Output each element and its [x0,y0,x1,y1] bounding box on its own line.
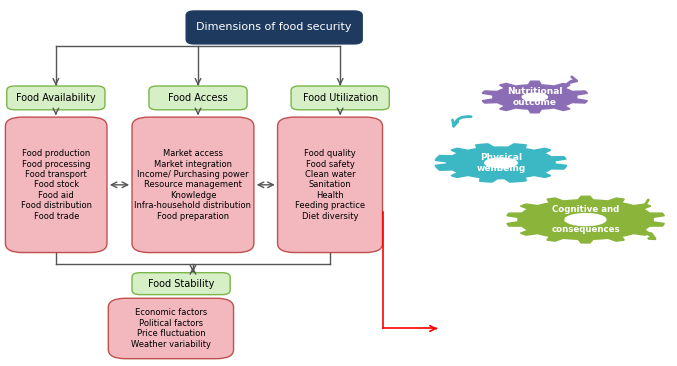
Text: Dimensions of food security: Dimensions of food security [196,22,352,33]
Text: Nutritional
outcome: Nutritional outcome [507,87,563,107]
Text: Food Stability: Food Stability [148,279,215,289]
Text: Food Utilization: Food Utilization [303,93,378,103]
FancyBboxPatch shape [108,298,234,359]
Text: Food Availability: Food Availability [16,93,95,103]
FancyBboxPatch shape [186,11,362,44]
Text: Food Access: Food Access [168,93,228,103]
Polygon shape [507,196,664,243]
FancyBboxPatch shape [278,117,383,253]
Polygon shape [435,144,567,182]
Text: Food quality
Food safety
Clean water
Sanitation
Health
Feeding practice
Diet div: Food quality Food safety Clean water San… [295,149,365,221]
FancyBboxPatch shape [5,117,107,253]
Text: Economic factors
Political factors
Price fluctuation
Weather variability: Economic factors Political factors Price… [131,309,211,348]
Text: Physical
wellbeing: Physical wellbeing [477,153,525,173]
Polygon shape [485,158,517,168]
FancyBboxPatch shape [132,117,254,253]
Text: Market access
Market integration
Income/ Purchasing power
Resource management
Kn: Market access Market integration Income/… [135,149,251,221]
Polygon shape [482,81,588,113]
Text: Food production
Food processing
Food transport
Food stock
Food aid
Food distribu: Food production Food processing Food tra… [21,149,91,221]
Polygon shape [522,93,548,101]
FancyBboxPatch shape [291,86,389,110]
FancyBboxPatch shape [7,86,105,110]
FancyBboxPatch shape [132,273,230,295]
Polygon shape [565,214,606,225]
Text: Cognitive and
affective
consequences: Cognitive and affective consequences [551,205,620,235]
FancyBboxPatch shape [149,86,247,110]
